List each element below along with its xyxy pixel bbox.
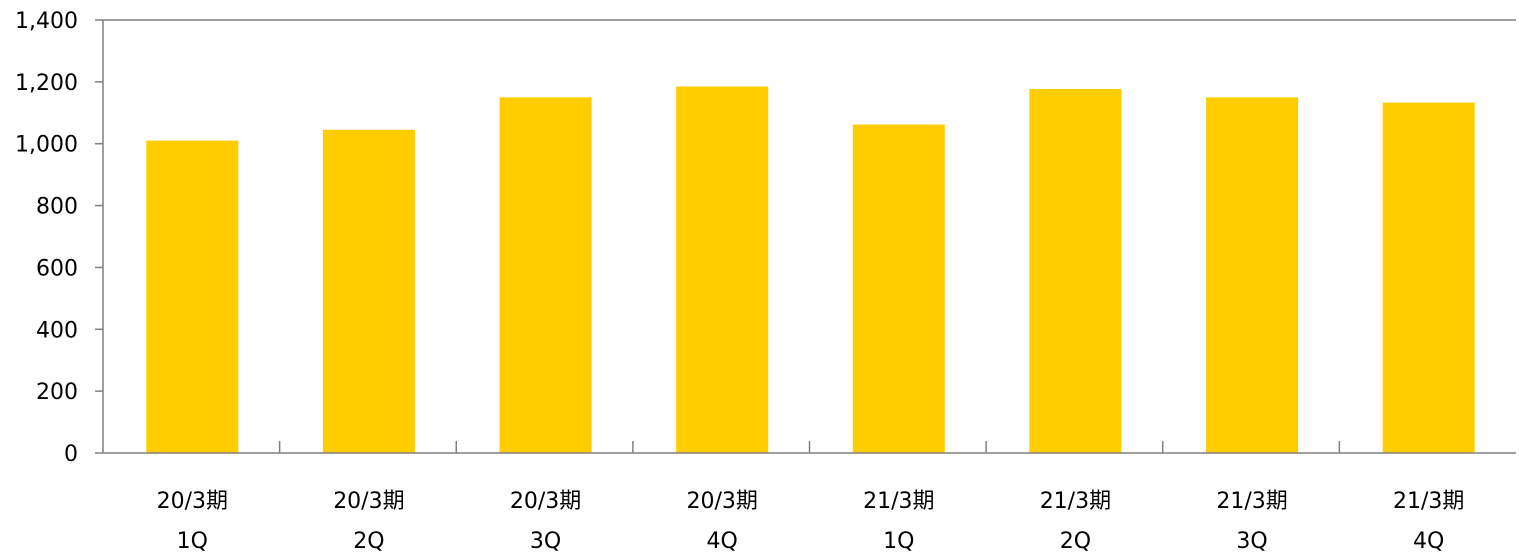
y-tick-label: 600 <box>36 256 78 281</box>
y-tick-label: 1,400 <box>15 9 78 34</box>
bars-group <box>146 86 1475 454</box>
x-tick-label-quarter: 3Q <box>530 529 561 554</box>
bar-5 <box>852 124 945 453</box>
bar-6 <box>1029 89 1122 453</box>
y-tick-label: 800 <box>36 195 78 220</box>
y-tick-label: 200 <box>36 380 78 405</box>
y-tick-labels: 0 200 400 600 800 1,000 1,200 1,400 <box>15 9 78 467</box>
x-tick-label: 20/3期 3Q <box>510 489 581 554</box>
x-tick-label-quarter: 1Q <box>883 529 914 554</box>
x-tick-label-quarter: 4Q <box>1413 529 1444 554</box>
bar-1 <box>146 140 239 453</box>
x-tick-label-quarter: 1Q <box>177 529 208 554</box>
y-tick-label: 1,000 <box>15 133 78 158</box>
bar-8 <box>1382 102 1475 453</box>
x-tick-label-period: 20/3期 <box>686 489 757 514</box>
x-tick-label-period: 21/3期 <box>1216 489 1287 514</box>
x-tick-label-period: 21/3期 <box>1393 489 1464 514</box>
bar-2 <box>322 129 415 454</box>
y-tick-label: 0 <box>64 442 78 467</box>
x-tick-label-period: 21/3期 <box>863 489 934 514</box>
x-tick-label-quarter: 3Q <box>1236 529 1267 554</box>
x-tick-label-quarter: 2Q <box>353 529 384 554</box>
y-tick-label: 400 <box>36 318 78 343</box>
x-tick-label-period: 20/3期 <box>157 489 228 514</box>
axes-group <box>95 19 1516 454</box>
x-tick-label: 20/3期 4Q <box>686 489 757 554</box>
x-tick-label: 21/3期 3Q <box>1216 489 1287 554</box>
bar-4 <box>676 86 769 453</box>
bar-7 <box>1206 97 1299 454</box>
x-tick-label: 21/3期 4Q <box>1393 489 1464 554</box>
x-tick-label: 20/3期 2Q <box>333 489 404 554</box>
x-tick-label-period: 20/3期 <box>510 489 581 514</box>
x-tick-label-quarter: 4Q <box>707 529 738 554</box>
x-tick-label: 21/3期 1Q <box>863 489 934 554</box>
x-tick-label-quarter: 2Q <box>1060 529 1091 554</box>
x-tick-label: 20/3期 1Q <box>157 489 228 554</box>
x-tick-label: 21/3期 2Q <box>1040 489 1111 554</box>
x-tick-label-period: 20/3期 <box>333 489 404 514</box>
x-tick-label-period: 21/3期 <box>1040 489 1111 514</box>
bar-3 <box>499 97 592 454</box>
y-tick-label: 1,200 <box>15 71 78 96</box>
